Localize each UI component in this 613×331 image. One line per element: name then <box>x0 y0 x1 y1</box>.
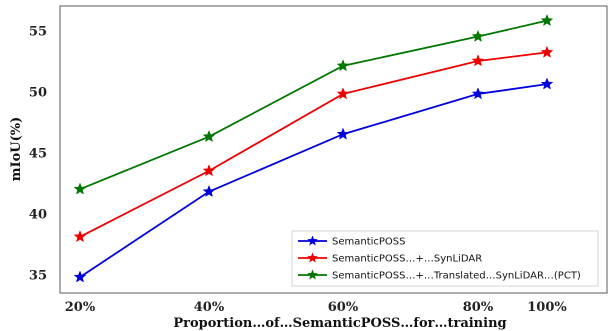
y-axis-label: mIoU(%) <box>9 117 24 182</box>
y-tick-label: 55 <box>29 24 47 39</box>
y-tick-label: 45 <box>29 147 47 162</box>
legend-star-icon <box>307 269 318 280</box>
x-tick-label: 60% <box>328 300 359 315</box>
legend-star-icon <box>307 235 318 246</box>
y-axis-ticks: 35 40 45 50 55 <box>29 24 47 283</box>
x-tick-label: 40% <box>194 300 225 315</box>
data-point-star <box>202 164 216 177</box>
x-tick-label: 80% <box>463 300 494 315</box>
x-tick-label: 100% <box>527 300 567 315</box>
legend-label: SemanticPOSS <box>332 237 406 248</box>
x-axis-label: Proportion…of…SemanticPOSS…for…training <box>173 316 506 331</box>
data-point-star <box>202 129 216 143</box>
data-point-star <box>540 77 554 90</box>
data-point-star <box>540 13 554 27</box>
data-point-star <box>336 127 350 140</box>
data-point-star <box>471 29 485 42</box>
legend: SemanticPOSS SemanticPOSS…+…SynLiDAR Seman… <box>291 230 599 287</box>
data-point-star <box>336 87 350 100</box>
series-1 <box>73 77 554 283</box>
data-point-star <box>471 87 485 100</box>
legend-box <box>291 230 599 287</box>
data-point-star <box>540 45 554 58</box>
data-point-star <box>202 184 216 198</box>
y-tick-label: 35 <box>29 269 47 284</box>
data-point-star <box>73 270 87 283</box>
x-tick-label: 20% <box>65 300 96 315</box>
data-point-star <box>73 230 87 243</box>
series-3 <box>73 13 554 195</box>
legend-star-icon <box>307 252 318 263</box>
data-point-star <box>471 54 485 67</box>
data-point-star <box>73 182 87 195</box>
y-tick-label: 50 <box>29 85 47 100</box>
legend-label: SemanticPOSS…+…Translated…SynLiDAR…(PCT) <box>332 271 581 282</box>
series-2 <box>73 45 554 243</box>
data-point-star <box>336 59 350 72</box>
x-axis-ticks: 20% 40% 60% 80% 100% <box>65 300 568 315</box>
series-layer <box>73 13 554 283</box>
legend-label: SemanticPOSS…+…SynLiDAR <box>332 254 482 265</box>
y-tick-label: 40 <box>29 208 47 223</box>
